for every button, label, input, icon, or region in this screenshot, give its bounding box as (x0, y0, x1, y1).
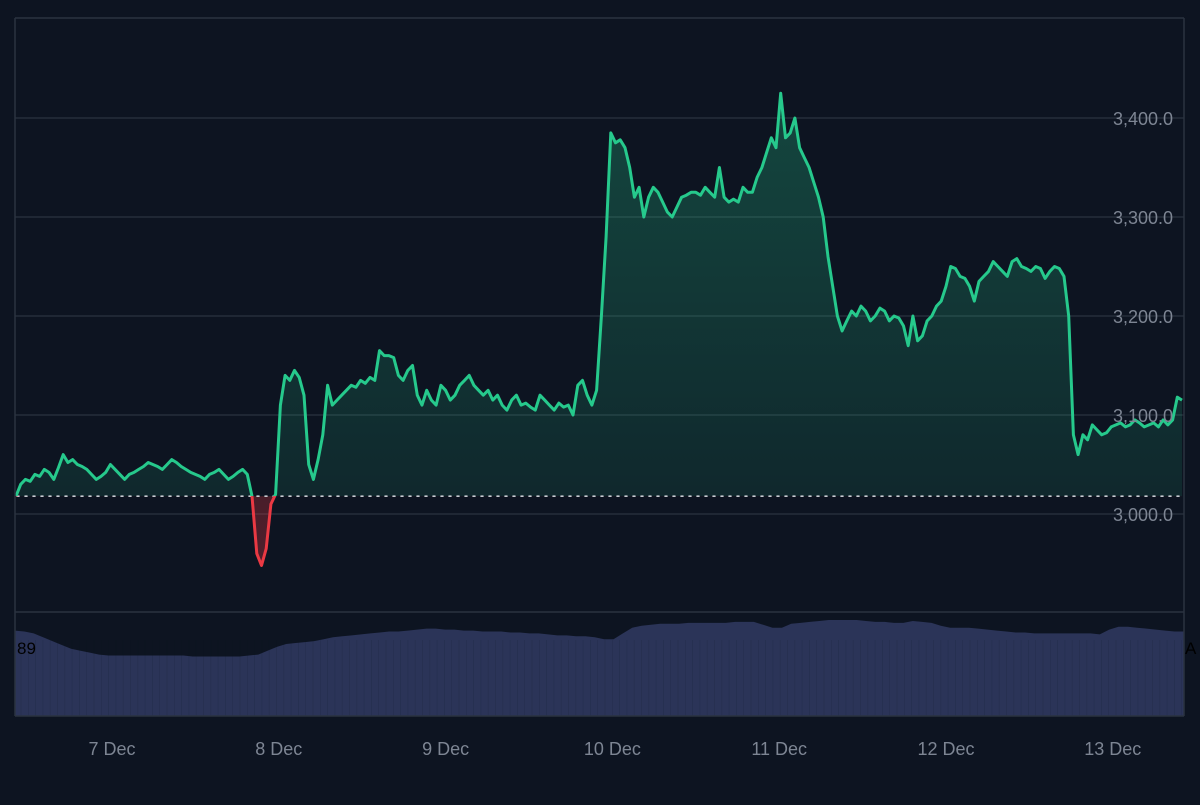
y-axis-label: 3,400.0 (1113, 109, 1173, 129)
x-axis-label: 11 Dec (751, 739, 807, 759)
price-line[interactable] (15, 91, 1183, 567)
price-area-fill (16, 93, 1182, 566)
volume-right-label: A (1185, 639, 1197, 658)
volume-max-label: 89 (17, 639, 36, 658)
volume-area (15, 620, 1184, 716)
x-axis-label: 10 Dec (584, 739, 641, 759)
chart-frame (14, 17, 1185, 717)
y-axis-label: 3,300.0 (1113, 208, 1173, 228)
x-axis-label: 13 Dec (1084, 739, 1141, 759)
x-axis-label: 7 Dec (88, 739, 135, 759)
x-axis-label: 8 Dec (255, 739, 302, 759)
y-axis-label: 3,200.0 (1113, 307, 1173, 327)
x-axis-label: 12 Dec (917, 739, 974, 759)
x-axis-labels: 7 Dec 8 Dec 9 Dec 10 Dec 11 Dec 12 Dec 13 Dec (88, 739, 1141, 759)
y-axis-labels: 3,000.0 3,100.0 3,200.0 3,300.0 3,400.0 (1113, 109, 1173, 525)
y-axis-label: 3,000.0 (1113, 505, 1173, 525)
x-axis-label: 9 Dec (422, 739, 469, 759)
y-axis-label: 3,100.0 (1113, 406, 1173, 426)
